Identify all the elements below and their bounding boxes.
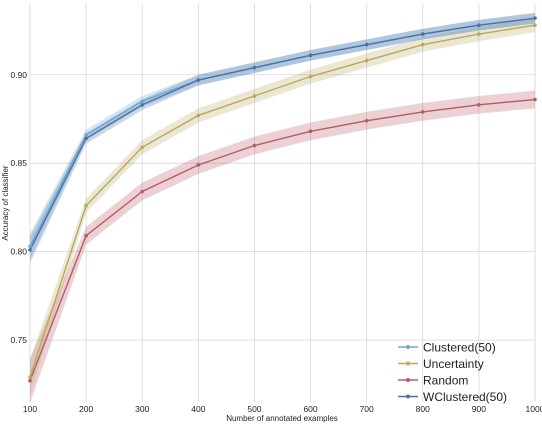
marker-wclustered-50-	[84, 136, 88, 141]
legend-marker	[406, 361, 410, 366]
band-wclustered-50-	[30, 12, 535, 264]
marker-random	[84, 233, 88, 238]
legend-marker	[406, 394, 410, 399]
marker-uncertainty	[533, 23, 537, 28]
grid	[29, 4, 536, 402]
marker-random	[140, 189, 145, 194]
y-tick-label: 0.90	[10, 70, 27, 80]
y-tick-labels: 0.75 0.80 0.85 0.90	[10, 70, 27, 345]
y-axis-label: Accuracy of classifier	[1, 165, 10, 240]
marker-clustered-50-	[28, 244, 32, 249]
y-tick-label: 0.85	[10, 158, 27, 168]
marker-wclustered-50-	[28, 248, 32, 252]
marker-random	[28, 378, 32, 383]
x-tick-label: 600	[303, 404, 317, 414]
legend-marker	[406, 345, 410, 349]
marker-random	[364, 118, 369, 123]
marker-uncertainty	[140, 145, 145, 150]
legend-label: Uncertainty	[423, 357, 484, 371]
marker-random	[252, 143, 257, 148]
marker-random	[196, 163, 201, 167]
x-tick-label: 300	[135, 404, 149, 414]
marker-uncertainty	[477, 32, 481, 36]
x-tick-label: 500	[247, 404, 261, 414]
y-tick-label: 0.80	[10, 247, 27, 257]
marker-random	[533, 97, 537, 102]
series-markers	[28, 16, 537, 383]
marker-uncertainty	[420, 42, 425, 47]
legend-label: Clustered(50)	[423, 341, 496, 355]
legend-marker	[406, 378, 410, 382]
marker-random	[477, 103, 481, 107]
x-tick-label: 700	[360, 404, 374, 414]
x-tick-label: 200	[79, 404, 93, 414]
x-tick-label: 800	[416, 404, 430, 414]
marker-clustered-50-	[140, 99, 145, 104]
x-axis-label: Number of annotated examples	[226, 414, 338, 423]
marker-uncertainty	[364, 58, 369, 63]
marker-uncertainty	[28, 375, 32, 380]
marker-wclustered-50-	[420, 32, 425, 36]
marker-wclustered-50-	[196, 78, 201, 82]
marker-uncertainty	[252, 94, 257, 98]
marker-wclustered-50-	[533, 16, 537, 20]
marker-random	[420, 110, 425, 114]
marker-uncertainty	[196, 113, 201, 118]
marker-uncertainty	[84, 203, 88, 208]
x-tick-label: 400	[191, 404, 205, 414]
x-tick-label: 900	[472, 404, 486, 414]
legend: Clustered(50) Uncertainty Random WClustered…	[398, 341, 507, 404]
line-uncertainty	[29, 24, 536, 378]
marker-wclustered-50-	[140, 103, 145, 107]
y-tick-label: 0.75	[10, 335, 27, 345]
marker-wclustered-50-	[308, 53, 313, 58]
x-tick-label: 100	[23, 404, 37, 414]
series-lines	[29, 17, 536, 382]
legend-label: Random	[423, 374, 468, 388]
line-random	[29, 98, 536, 382]
marker-wclustered-50-	[477, 23, 481, 28]
line-wclustered-50-	[29, 17, 536, 251]
plot-area	[30, 4, 535, 402]
marker-uncertainty	[308, 74, 313, 79]
legend-label: WClustered(50)	[423, 390, 507, 404]
marker-wclustered-50-	[364, 42, 369, 47]
marker-random	[308, 129, 313, 134]
marker-wclustered-50-	[252, 65, 257, 70]
marker-clustered-50-	[84, 133, 88, 137]
